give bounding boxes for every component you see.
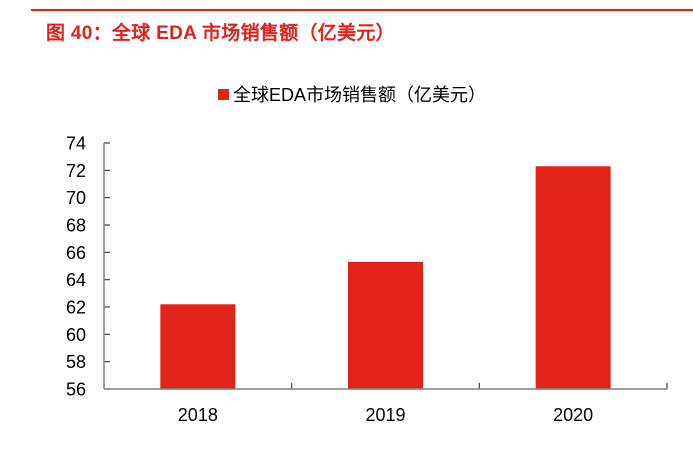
x-tick-label: 2020 (553, 405, 593, 425)
y-tick-label: 74 (66, 134, 86, 154)
y-tick-label: 64 (66, 270, 86, 290)
y-tick-label: 66 (66, 243, 86, 263)
x-tick-label: 2018 (178, 405, 218, 425)
y-tick-label: 68 (66, 216, 86, 236)
y-tick-label: 56 (66, 380, 86, 400)
y-axis-ticks: 56 58 60 62 64 66 68 70 72 74 (66, 134, 110, 400)
bar-2019 (348, 261, 423, 389)
legend-label: 全球EDA市场销售额（亿美元） (233, 85, 486, 105)
x-tick-label: 2019 (365, 405, 405, 425)
y-tick-label: 70 (66, 188, 86, 208)
y-tick-label: 72 (66, 161, 86, 181)
bars (160, 166, 611, 389)
bar-2020 (535, 166, 611, 389)
bar-2018 (160, 304, 236, 389)
y-tick-label: 60 (66, 325, 86, 345)
x-axis-ticks: 2018 2019 2020 (178, 383, 668, 425)
figure-title: 图 40：全球 EDA 市场销售额（亿美元） (46, 23, 395, 44)
title-divider (31, 9, 693, 11)
legend-swatch (218, 89, 229, 100)
y-tick-label: 58 (66, 352, 86, 372)
y-tick-label: 62 (66, 298, 86, 318)
legend: 全球EDA市场销售额（亿美元） (218, 85, 486, 105)
